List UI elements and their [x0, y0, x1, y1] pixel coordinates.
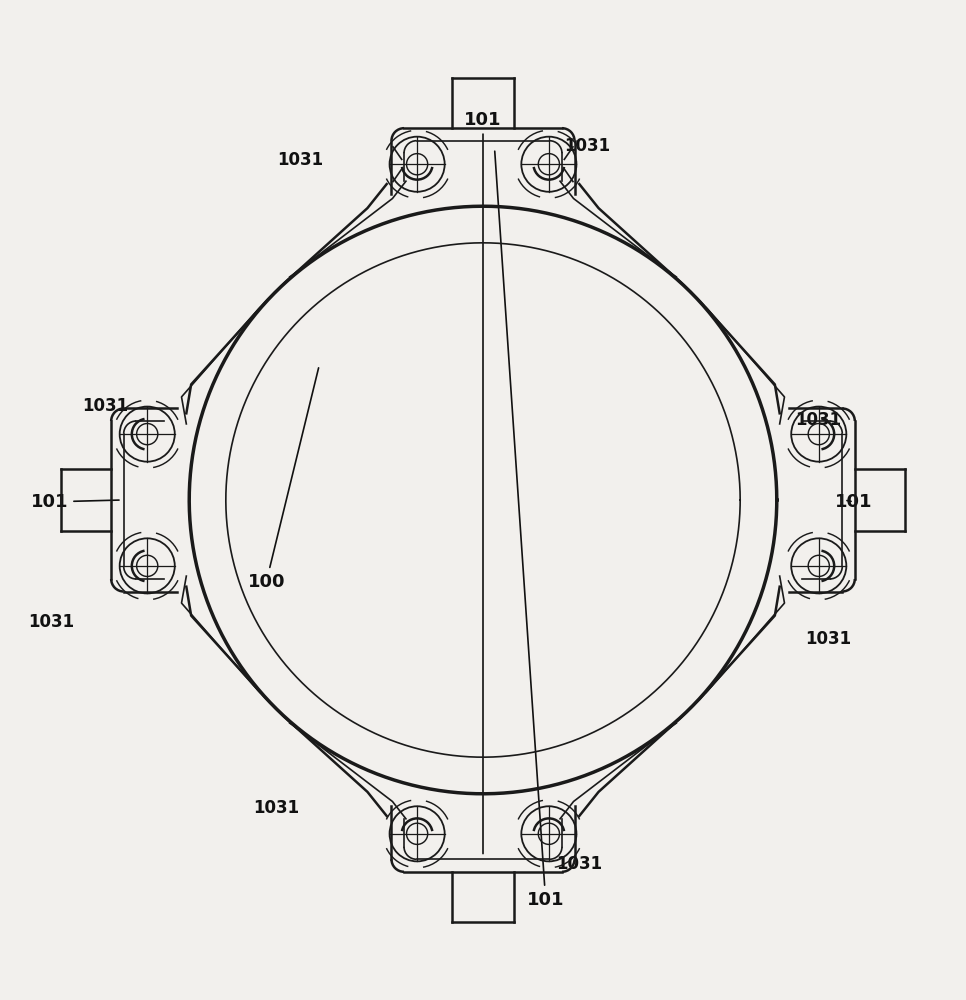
Text: 101: 101 — [465, 111, 501, 854]
Text: 1031: 1031 — [795, 411, 841, 429]
Text: 1031: 1031 — [805, 630, 851, 648]
Text: 1031: 1031 — [556, 855, 603, 873]
Text: 101: 101 — [31, 493, 119, 511]
Text: 1031: 1031 — [277, 151, 323, 169]
Text: 101: 101 — [495, 151, 564, 909]
Text: 1031: 1031 — [253, 799, 298, 817]
Text: 101: 101 — [835, 493, 872, 511]
Text: 100: 100 — [247, 368, 319, 591]
Text: 1031: 1031 — [82, 397, 128, 415]
Text: 1031: 1031 — [28, 613, 74, 631]
Text: 1031: 1031 — [564, 137, 611, 155]
